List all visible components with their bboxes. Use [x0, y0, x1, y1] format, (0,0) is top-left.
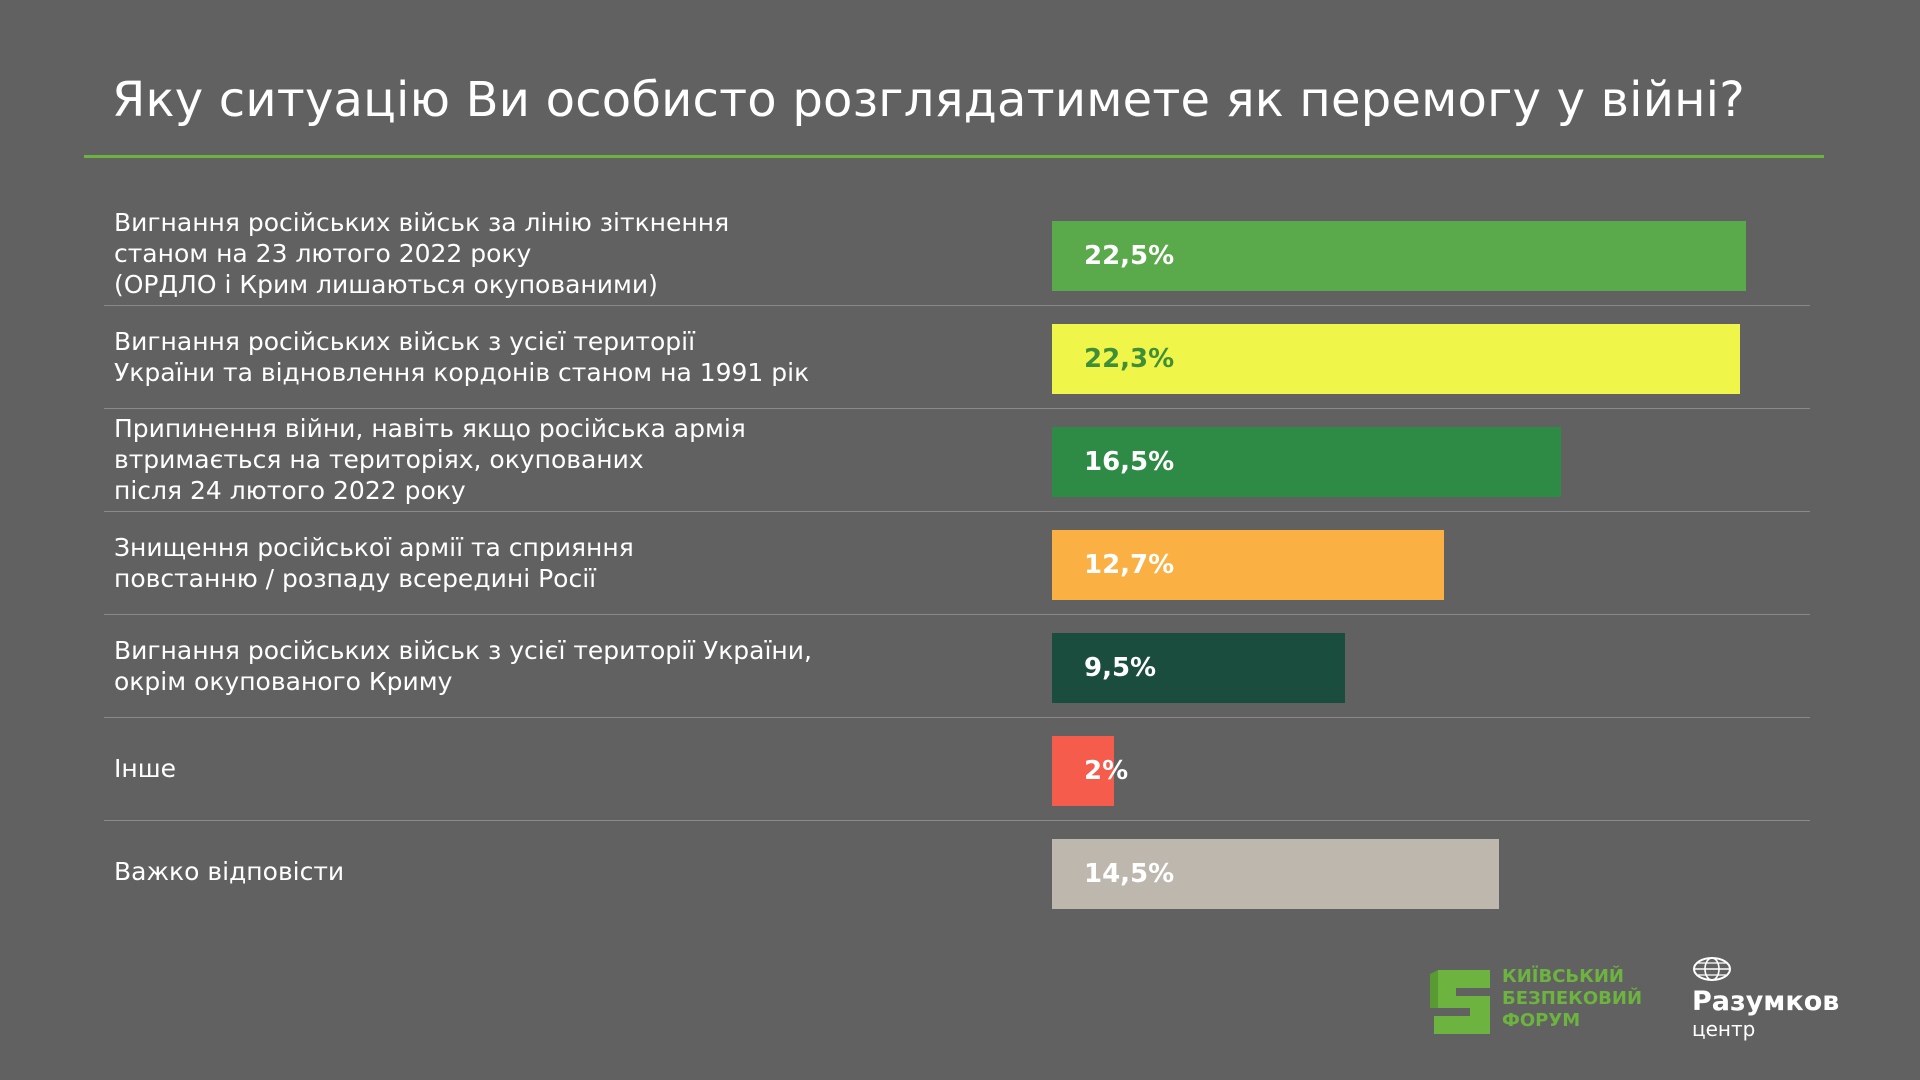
bar-value-label: 22,5%	[1084, 240, 1175, 271]
category-label-line: Припинення війни, навіть якщо російська …	[114, 414, 746, 443]
kyiv-security-forum-logo-icon	[1430, 970, 1490, 1034]
category-label-line: окрім окупованого Криму	[114, 666, 453, 696]
bar-value-label: 2%	[1084, 755, 1129, 786]
razumkov-logo-subtitle: центр	[1692, 1017, 1756, 1041]
row-divider	[104, 820, 1810, 821]
row-divider	[104, 717, 1810, 718]
category-label-text: Важко відповісти	[114, 856, 344, 887]
chart-title: Яку ситуацію Ви особисто розглядатимете …	[112, 72, 1745, 128]
category-label-line: Вигнання російських військ з усієї терит…	[114, 326, 696, 356]
category-label: Вигнання російських військ з усієї терит…	[114, 614, 994, 717]
title-divider	[84, 155, 1824, 158]
category-label-text: Припинення війни, навіть якщо російська …	[114, 413, 746, 506]
category-label: Важко відповісти	[114, 820, 994, 923]
bar-value-label: 9,5%	[1084, 652, 1157, 683]
bar-value-label: 12,7%	[1084, 549, 1175, 580]
category-label-text: Інше	[114, 753, 176, 784]
category-label-line: станом на 23 лютого 2022 року	[114, 239, 532, 268]
category-label: Інше	[114, 717, 994, 820]
bar	[1052, 426, 1561, 497]
bar-value-label: 22,3%	[1084, 343, 1175, 374]
category-label-line: Вигнання російських військ з усієї терит…	[114, 635, 812, 665]
kyiv-security-forum-wordmark: КИЇВСЬКИЙ БЕЗПЕКОВИЙ ФОРУМ	[1502, 966, 1642, 1032]
kbf-line-3: ФОРУМ	[1502, 1010, 1581, 1031]
bar	[1052, 838, 1500, 909]
category-label-text: Вигнання російських військ з усієї терит…	[114, 326, 809, 388]
bar-value-label: 16,5%	[1084, 446, 1175, 477]
bar	[1052, 735, 1114, 806]
category-label-text: Вигнання російських військ за лінію зітк…	[114, 207, 729, 300]
category-label-line: України та відновлення кордонів станом н…	[114, 357, 810, 387]
razumkov-logo-name: Разумков	[1692, 986, 1840, 1017]
category-label: Знищення російської армії та сприяння пов…	[114, 511, 994, 614]
category-label: Вигнання російських військ з усієї терит…	[114, 305, 994, 408]
bar-value-label: 14,5%	[1084, 858, 1175, 889]
category-label-line: втримається на територіях, окупованих	[114, 445, 644, 474]
row-divider	[104, 511, 1810, 512]
category-label-line: Інше	[114, 754, 176, 783]
bar	[1052, 323, 1740, 394]
row-divider	[104, 305, 1810, 306]
category-label-line: (ОРДЛО і Крим лишаються окупованими)	[114, 270, 658, 299]
row-divider	[104, 614, 1810, 615]
category-label: Вигнання російських військ за лінію зітк…	[114, 202, 994, 305]
category-label-text: Знищення російської армії та сприяння пов…	[114, 532, 634, 594]
category-label-line: Важко відповісти	[114, 857, 345, 886]
bar	[1052, 632, 1346, 703]
category-label: Припинення війни, навіть якщо російська …	[114, 408, 994, 511]
category-label-text: Вигнання російських військ з усієї терит…	[114, 635, 812, 697]
kbf-line-2: БЕЗПЕКОВИЙ	[1502, 988, 1643, 1009]
kbf-line-1: КИЇВСЬКИЙ	[1502, 966, 1624, 987]
bar	[1052, 529, 1444, 600]
category-label-line: після 24 лютого 2022 року	[114, 476, 466, 505]
category-label-line: Знищення російської армії та сприяння	[114, 532, 634, 562]
category-label-line: Вигнання російських військ за лінію зітк…	[114, 208, 730, 237]
row-divider	[104, 408, 1810, 409]
category-label-line: повстанню / розпаду всередині Росії	[114, 563, 597, 593]
bar	[1052, 220, 1746, 291]
globe-icon	[1693, 957, 1731, 981]
